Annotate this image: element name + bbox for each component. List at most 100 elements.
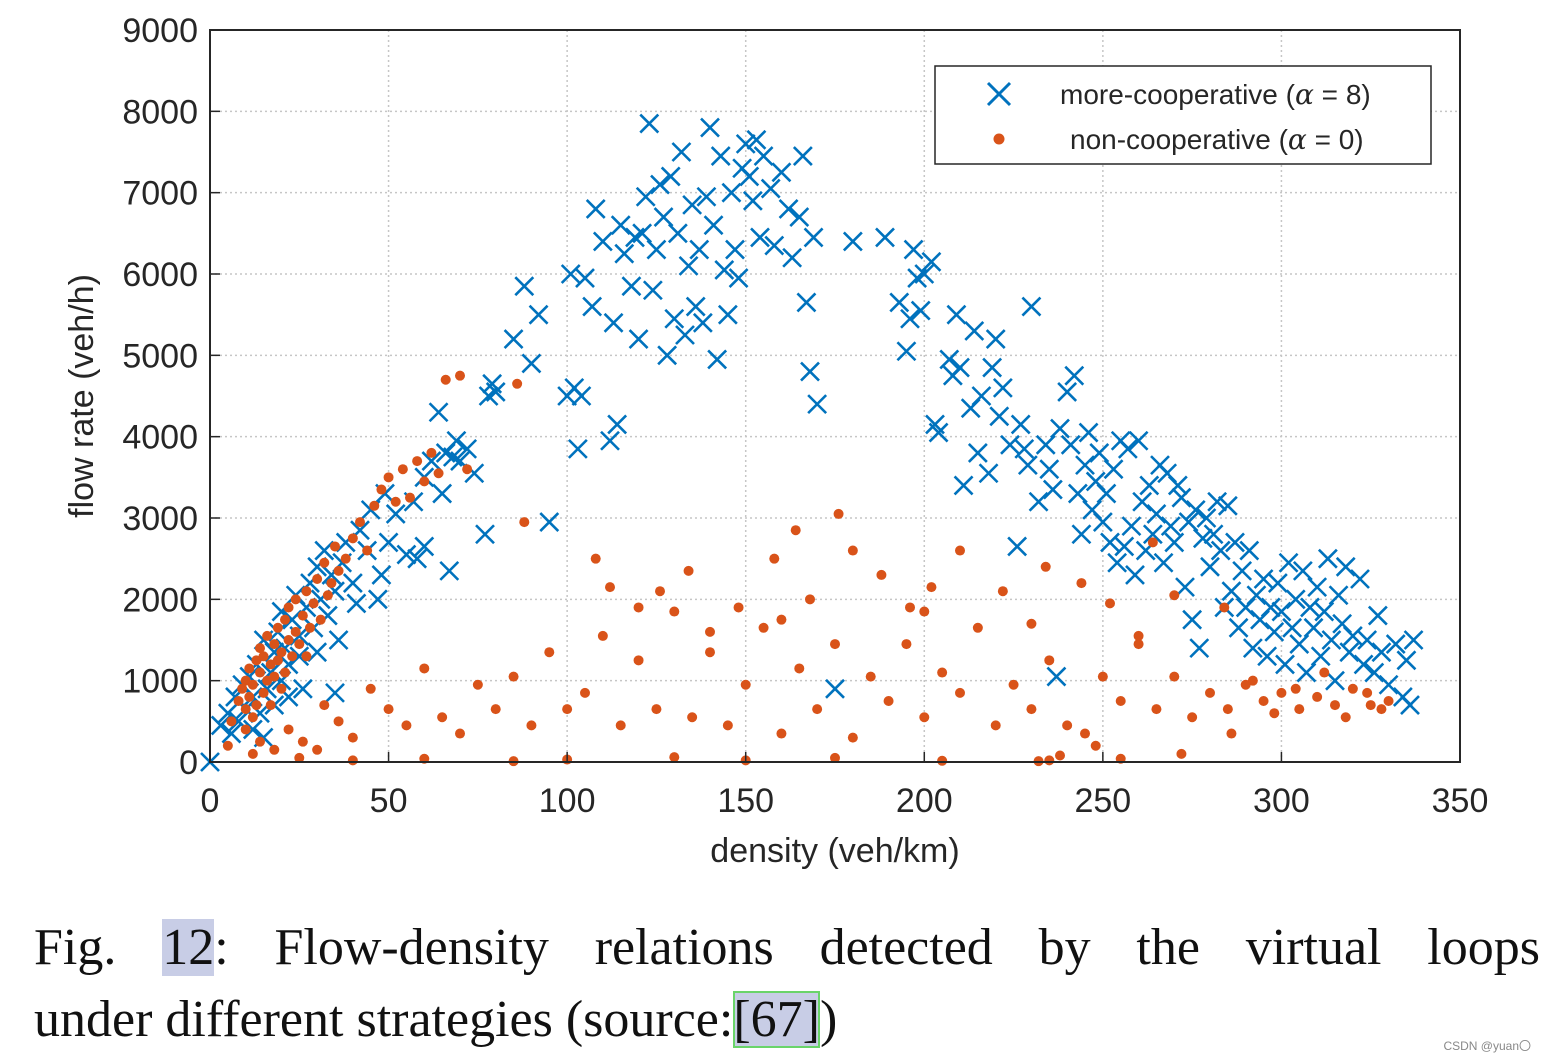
data-point-more-cooperative	[592, 231, 613, 252]
data-point-non-cooperative	[276, 647, 287, 658]
data-point-non-cooperative	[865, 671, 876, 682]
figure-number: 12	[162, 919, 215, 976]
data-point-more-cooperative	[632, 223, 653, 244]
data-point-more-cooperative	[325, 682, 345, 703]
data-point-non-cooperative	[319, 557, 330, 568]
data-point-non-cooperative	[305, 622, 315, 633]
data-point-non-cooperative	[512, 378, 523, 389]
data-point-more-cooperative	[1335, 556, 1356, 577]
x-tick-label: 100	[539, 782, 596, 820]
data-point-more-cooperative	[1153, 552, 1174, 573]
data-point-more-cooperative	[1028, 491, 1049, 512]
x-axis-title: density (veh/km)	[710, 832, 959, 870]
data-point-more-cooperative	[575, 268, 595, 288]
data-point-more-cooperative	[928, 422, 949, 443]
x-tick-label: 0	[201, 782, 220, 820]
data-point-more-cooperative	[1092, 512, 1113, 532]
data-point-non-cooperative	[683, 565, 694, 576]
data-point-more-cooperative	[1132, 491, 1153, 512]
figure-caption: Fig. 12: Flow-density relations detected…	[34, 912, 1540, 1056]
data-point-more-cooperative	[289, 646, 310, 667]
data-point-more-cooperative	[1339, 642, 1360, 663]
data-point-more-cooperative	[1289, 634, 1310, 654]
data-point-more-cooperative	[971, 386, 992, 406]
data-point-more-cooperative	[707, 349, 728, 370]
data-point-non-cooperative	[776, 728, 787, 739]
series-more-cooperative	[200, 113, 1424, 772]
data-point-more-cooperative	[1267, 573, 1288, 593]
data-point-non-cooperative	[1115, 696, 1126, 706]
data-point-non-cooperative	[255, 736, 265, 747]
data-point-non-cooperative	[1055, 750, 1065, 761]
caption-line-2: under different strategies (source:[67])	[34, 984, 1540, 1056]
data-point-more-cooperative	[735, 133, 756, 154]
data-point-more-cooperative	[750, 227, 770, 248]
data-point-non-cooperative	[1247, 675, 1258, 686]
data-point-non-cooperative	[1258, 696, 1269, 706]
data-point-non-cooperative	[283, 635, 294, 645]
data-point-more-cooperative	[367, 589, 388, 610]
data-point-more-cooperative	[660, 166, 681, 187]
data-point-more-cooperative	[1178, 512, 1199, 532]
data-point-non-cooperative	[1176, 748, 1187, 759]
data-point-more-cooperative	[1225, 532, 1245, 553]
data-point-more-cooperative	[485, 382, 506, 402]
data-point-more-cooperative	[614, 243, 635, 264]
data-point-more-cooperative	[385, 504, 406, 524]
data-point-more-cooperative	[739, 166, 760, 187]
data-point-more-cooperative	[1014, 438, 1035, 459]
data-point-more-cooperative	[1321, 630, 1342, 650]
data-point-non-cooperative	[362, 545, 373, 556]
data-point-more-cooperative	[1139, 475, 1160, 496]
data-point-non-cooperative	[1347, 683, 1358, 694]
data-point-non-cooperative	[244, 663, 255, 674]
data-point-more-cooperative	[1342, 626, 1363, 646]
data-point-more-cooperative	[571, 386, 592, 406]
data-point-more-cooperative	[1403, 630, 1424, 650]
legend-marker-more-cooperative	[986, 81, 1012, 107]
data-point-more-cooperative	[657, 345, 678, 366]
data-point-more-cooperative	[1253, 569, 1274, 589]
data-point-non-cooperative	[294, 752, 305, 763]
data-point-more-cooperative	[1264, 621, 1285, 642]
data-point-non-cooperative	[247, 712, 258, 723]
data-point-more-cooperative	[675, 325, 695, 345]
data-point-more-cooperative	[682, 194, 703, 215]
data-point-more-cooperative	[1171, 487, 1192, 508]
data-point-more-cooperative	[1125, 565, 1145, 585]
data-point-more-cooperative	[1128, 430, 1149, 451]
data-point-non-cooperative	[240, 724, 251, 735]
data-point-non-cooperative	[297, 610, 308, 621]
data-point-non-cooperative	[876, 569, 887, 580]
data-point-more-cooperative	[639, 113, 660, 134]
data-point-more-cooperative	[292, 678, 313, 699]
data-point-more-cooperative	[221, 723, 242, 744]
data-point-non-cooperative	[283, 602, 294, 613]
data-point-non-cooperative	[905, 602, 915, 613]
data-point-more-cooperative	[1200, 556, 1220, 577]
data-point-more-cooperative	[1017, 455, 1038, 476]
watermark: CSDN @yuan〇	[1443, 1039, 1531, 1053]
data-point-more-cooperative	[432, 483, 453, 504]
data-point-non-cooperative	[437, 712, 448, 723]
data-point-more-cooperative	[700, 117, 720, 138]
data-point-more-cooperative	[328, 630, 349, 650]
data-point-more-cooperative	[1096, 483, 1117, 504]
data-point-non-cooperative	[1026, 704, 1037, 715]
data-point-non-cooperative	[433, 468, 444, 479]
data-point-non-cooperative	[269, 639, 280, 650]
caption-prefix: Fig.	[34, 919, 163, 976]
data-point-non-cooperative	[333, 716, 344, 727]
data-point-non-cooperative	[326, 578, 337, 589]
data-point-non-cooperative	[1276, 687, 1287, 698]
citation-link[interactable]: [67]	[733, 991, 820, 1048]
data-point-non-cooperative	[269, 671, 280, 682]
data-point-non-cooperative	[383, 704, 394, 715]
data-point-non-cooperative	[1222, 704, 1233, 715]
data-point-non-cooperative	[776, 614, 787, 625]
data-point-more-cooperative	[1271, 601, 1292, 622]
data-point-more-cooperative	[950, 357, 970, 378]
data-point-non-cooperative	[376, 484, 387, 495]
data-point-non-cooperative	[1226, 728, 1237, 739]
data-point-more-cooperative	[428, 402, 449, 423]
